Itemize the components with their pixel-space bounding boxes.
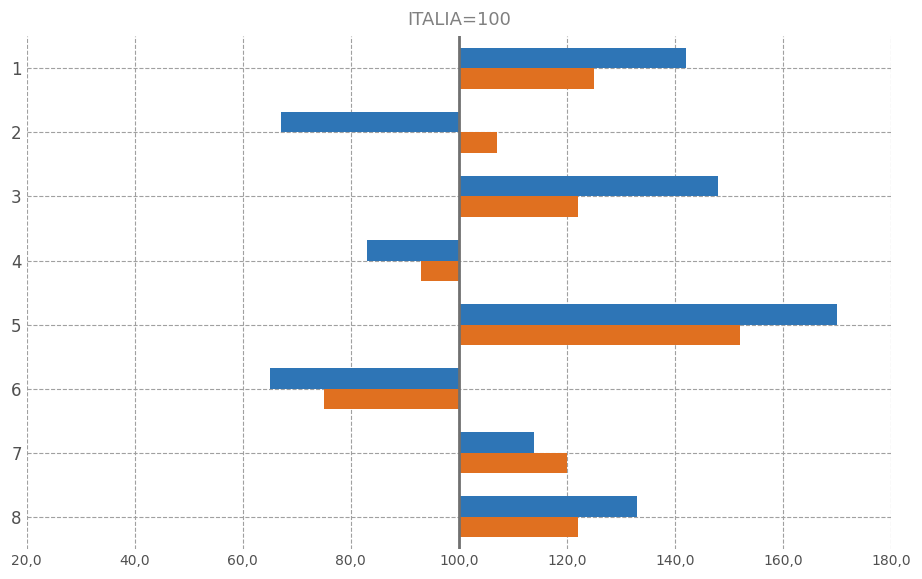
Bar <box>459 196 578 217</box>
Bar <box>270 368 459 389</box>
Bar <box>459 47 686 68</box>
Bar <box>459 133 497 153</box>
Bar <box>421 261 459 281</box>
Bar <box>459 325 739 345</box>
Bar <box>459 517 578 537</box>
Bar <box>459 453 567 474</box>
Title: ITALIA=100: ITALIA=100 <box>407 11 511 29</box>
Bar <box>280 112 459 133</box>
Bar <box>459 304 837 325</box>
Bar <box>324 389 459 409</box>
Bar <box>459 433 535 453</box>
Bar <box>367 240 459 261</box>
Bar <box>459 496 637 517</box>
Bar <box>459 68 594 89</box>
Bar <box>459 176 718 196</box>
